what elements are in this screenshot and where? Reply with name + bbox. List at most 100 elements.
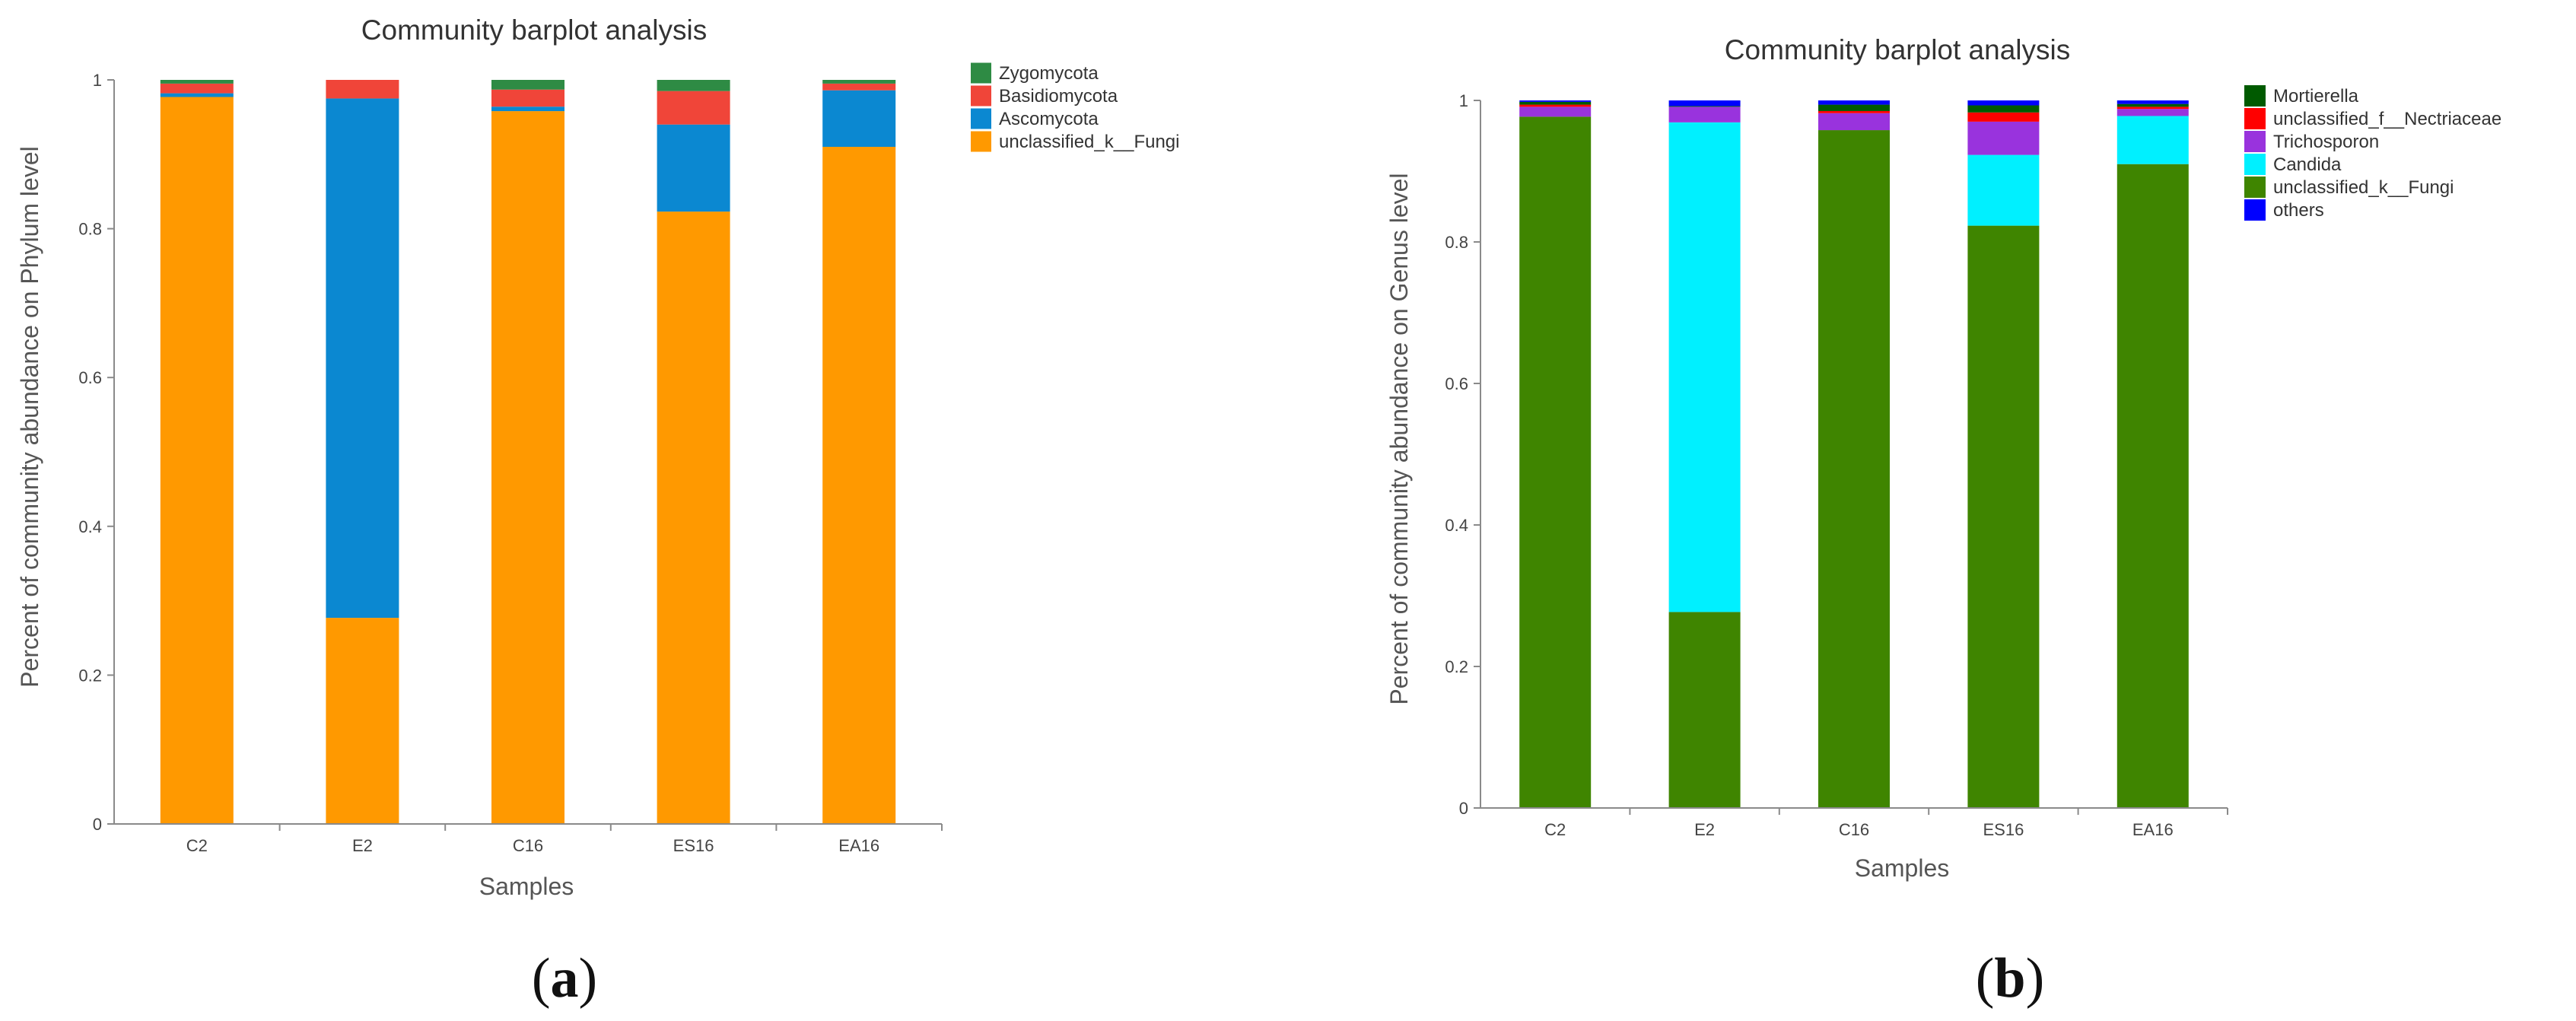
legend-label: Basidiomycota xyxy=(999,86,1118,107)
bar-segment xyxy=(822,90,896,148)
x-axis-ticks: C2 E2 C16 ES16 EA16 xyxy=(1544,808,2228,839)
chart-panel-b: Community barplot analysis Percent of co… xyxy=(1385,34,2501,1010)
bar-segment xyxy=(1519,101,1592,105)
legend-swatch xyxy=(2244,199,2266,221)
bar-segment xyxy=(160,80,234,84)
panel-label-open: ( xyxy=(1976,947,1995,1010)
legend-swatch xyxy=(2244,85,2266,107)
bar-segment xyxy=(657,80,730,91)
bar-area xyxy=(1519,100,2189,808)
x-tick-label: C16 xyxy=(513,836,543,855)
legend-label: Zygomycota xyxy=(999,63,1099,84)
bar-segment xyxy=(326,618,399,824)
legend-swatch xyxy=(971,131,991,152)
bar-segment xyxy=(1668,107,1741,122)
bar-segment xyxy=(1967,112,2040,122)
chart-title: Community barplot analysis xyxy=(361,14,707,46)
legend-label: Trichosporon xyxy=(2273,132,2379,152)
legend-swatch xyxy=(2244,108,2266,129)
legend-swatch xyxy=(971,108,991,129)
bar-segment xyxy=(326,80,399,99)
legend-label: unclassified_k__Fungi xyxy=(999,132,1179,152)
x-axis-label: Samples xyxy=(479,873,574,900)
bar-segment xyxy=(1668,612,1741,808)
chart-panel-a: Community barplot analysis Percent of co… xyxy=(16,14,1179,1010)
y-tick-label: 0.2 xyxy=(78,666,102,685)
bar-segment xyxy=(2116,164,2189,808)
y-tick-label: 0.6 xyxy=(1445,374,1468,393)
bar-segment xyxy=(2116,103,2189,107)
bar-segment xyxy=(491,111,564,825)
bar-segment xyxy=(1519,100,1592,102)
y-axis-ticks: 0 0.2 0.4 0.6 0.8 1 xyxy=(78,71,114,834)
bar-segment xyxy=(2116,109,2189,116)
y-tick-label: 1 xyxy=(1459,91,1468,110)
bar-segment xyxy=(1668,122,1741,612)
y-tick-label: 0 xyxy=(93,815,102,834)
bar-segment xyxy=(160,93,234,97)
panel-label: (a) xyxy=(532,947,597,1010)
bar-segment xyxy=(1668,100,1741,107)
bar-segment xyxy=(822,147,896,824)
bar-segment xyxy=(1967,100,2040,106)
y-tick-label: 0.6 xyxy=(78,368,102,387)
y-tick-label: 0 xyxy=(1459,799,1468,818)
panel-label-letter: b xyxy=(1994,947,2025,1010)
y-axis-label: Percent of community abundance on Genus … xyxy=(1385,173,1413,705)
legend-label: others xyxy=(2273,200,2324,221)
bar-segment xyxy=(1967,225,2040,808)
legend-swatch xyxy=(2244,131,2266,152)
bar-segment xyxy=(1818,113,1890,131)
bar-segment xyxy=(2116,116,2189,164)
legend-label: unclassified_f__Nectriaceae xyxy=(2273,109,2501,129)
bar-segment xyxy=(491,107,564,112)
y-tick-label: 0.8 xyxy=(1445,233,1468,252)
legend-label: Candida xyxy=(2273,154,2342,175)
bar-segment xyxy=(657,91,730,125)
bar-segment xyxy=(822,80,896,84)
panel-label-close: ) xyxy=(2026,947,2045,1010)
bar-area xyxy=(160,80,896,825)
bar-segment xyxy=(1967,105,2040,113)
legend-swatch xyxy=(2244,177,2266,198)
bar-segment xyxy=(822,83,896,91)
legend-label: Ascomycota xyxy=(999,109,1099,129)
bar-segment xyxy=(160,83,234,94)
x-tick-label: EA16 xyxy=(838,836,879,855)
legend-label: Mortierella xyxy=(2273,86,2359,107)
bar-segment xyxy=(1519,116,1592,808)
panel-label-close: ) xyxy=(579,947,598,1010)
bar-segment xyxy=(1519,104,1592,107)
chart-title: Community barplot analysis xyxy=(1725,34,2070,65)
bar-segment xyxy=(1967,121,2040,155)
panel-label-open: ( xyxy=(532,947,551,1010)
bar-segment xyxy=(2116,107,2189,110)
y-tick-label: 0.2 xyxy=(1445,657,1468,676)
bar-segment xyxy=(1668,106,1741,107)
bar-segment xyxy=(1818,100,1890,105)
bar-segment xyxy=(657,124,730,212)
bar-segment xyxy=(326,98,399,619)
legend-swatch xyxy=(971,85,991,107)
bar-segment xyxy=(1519,107,1592,117)
x-axis-ticks: C2 E2 C16 ES16 EA16 xyxy=(186,824,943,855)
bar-segment xyxy=(1818,110,1890,113)
y-tick-label: 0.8 xyxy=(78,220,102,239)
x-tick-label: ES16 xyxy=(673,836,714,855)
y-tick-label: 1 xyxy=(93,71,102,90)
x-tick-label: ES16 xyxy=(1983,820,2024,839)
x-tick-label: C16 xyxy=(1839,820,1869,839)
x-tick-label: C2 xyxy=(1544,820,1566,839)
x-tick-label: E2 xyxy=(352,836,373,855)
legend-label: unclassified_k__Fungi xyxy=(2273,177,2454,198)
panel-label-letter: a xyxy=(551,947,579,1010)
panel-label: (b) xyxy=(1976,947,2044,1010)
y-tick-label: 0.4 xyxy=(1445,516,1468,535)
bar-segment xyxy=(1818,130,1890,808)
y-axis-label: Percent of community abundance on Phylum… xyxy=(16,146,43,688)
legend-swatch xyxy=(2244,154,2266,175)
bar-segment xyxy=(1818,104,1890,111)
bar-segment xyxy=(2116,100,2189,104)
